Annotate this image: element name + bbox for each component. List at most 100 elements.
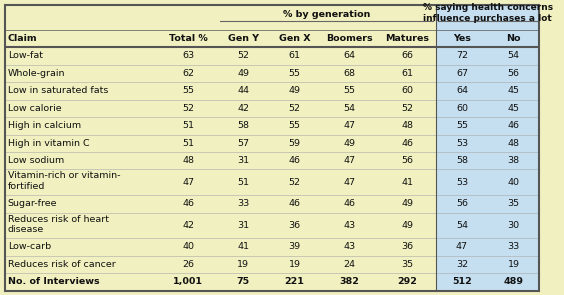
Text: Low calorie: Low calorie: [8, 104, 61, 113]
Text: 46: 46: [343, 199, 355, 208]
Text: 51: 51: [182, 121, 195, 130]
Text: 42: 42: [182, 221, 195, 230]
Text: No: No: [506, 34, 521, 43]
Text: Low in saturated fats: Low in saturated fats: [8, 86, 108, 95]
Text: % by generation: % by generation: [283, 10, 371, 19]
Text: Claim: Claim: [8, 34, 37, 43]
Text: 19: 19: [508, 260, 519, 269]
Text: Gen Y: Gen Y: [228, 34, 259, 43]
Text: 72: 72: [456, 51, 468, 60]
Text: 33: 33: [237, 199, 249, 208]
Text: Sugar-free: Sugar-free: [8, 199, 57, 208]
Text: Vitamin-rich or vitamin-
fortified: Vitamin-rich or vitamin- fortified: [8, 171, 120, 191]
Text: High in calcium: High in calcium: [8, 121, 81, 130]
Text: 68: 68: [343, 69, 355, 78]
Text: 46: 46: [508, 121, 519, 130]
Text: 49: 49: [289, 86, 301, 95]
Text: Yes: Yes: [453, 34, 471, 43]
Text: % saying health concerns
influence purchases a lot: % saying health concerns influence purch…: [422, 3, 553, 23]
Text: 46: 46: [289, 199, 301, 208]
Text: 55: 55: [289, 121, 301, 130]
Text: 52: 52: [289, 178, 301, 187]
Text: 48: 48: [401, 121, 413, 130]
Text: Whole-grain: Whole-grain: [8, 69, 65, 78]
Text: 54: 54: [343, 104, 355, 113]
Text: No. of Interviews: No. of Interviews: [8, 277, 99, 286]
Text: Reduces risk of cancer: Reduces risk of cancer: [8, 260, 116, 269]
Text: 38: 38: [508, 156, 519, 165]
Text: 75: 75: [236, 277, 250, 286]
Text: 36: 36: [289, 221, 301, 230]
Text: 48: 48: [182, 156, 195, 165]
Text: 35: 35: [401, 260, 413, 269]
Text: 55: 55: [343, 86, 355, 95]
Text: 48: 48: [508, 139, 519, 148]
Text: 49: 49: [237, 69, 249, 78]
Text: 47: 47: [343, 156, 355, 165]
Text: 56: 56: [456, 199, 468, 208]
Text: 54: 54: [456, 221, 468, 230]
Text: 43: 43: [343, 221, 355, 230]
Text: Reduces risk of heart
disease: Reduces risk of heart disease: [8, 214, 109, 234]
Text: 40: 40: [182, 242, 195, 251]
Text: 19: 19: [289, 260, 301, 269]
Text: 39: 39: [289, 242, 301, 251]
Text: Total %: Total %: [169, 34, 208, 43]
Text: 40: 40: [508, 178, 519, 187]
Text: 221: 221: [285, 277, 305, 286]
Text: 32: 32: [456, 260, 468, 269]
Text: 51: 51: [182, 139, 195, 148]
Bar: [6, 5, 436, 291]
Text: 46: 46: [401, 139, 413, 148]
Text: 31: 31: [237, 221, 249, 230]
Text: 53: 53: [456, 139, 468, 148]
Text: 1,001: 1,001: [173, 277, 204, 286]
Text: 489: 489: [504, 277, 523, 286]
Text: Low-fat: Low-fat: [8, 51, 43, 60]
Text: 61: 61: [401, 69, 413, 78]
Text: 47: 47: [343, 178, 355, 187]
Text: 55: 55: [456, 121, 468, 130]
Text: 49: 49: [343, 139, 355, 148]
Text: 30: 30: [508, 221, 519, 230]
Text: 52: 52: [401, 104, 413, 113]
Text: 52: 52: [182, 104, 195, 113]
Text: 58: 58: [237, 121, 249, 130]
Text: 67: 67: [456, 69, 468, 78]
Text: 56: 56: [401, 156, 413, 165]
Text: 19: 19: [237, 260, 249, 269]
Text: 45: 45: [508, 86, 519, 95]
Text: 63: 63: [182, 51, 195, 60]
Text: 55: 55: [182, 86, 195, 95]
Text: High in vitamin C: High in vitamin C: [8, 139, 89, 148]
Text: 57: 57: [237, 139, 249, 148]
Text: 46: 46: [289, 156, 301, 165]
Text: 60: 60: [456, 104, 468, 113]
Text: 59: 59: [289, 139, 301, 148]
Text: Low-carb: Low-carb: [8, 242, 51, 251]
Text: 47: 47: [343, 121, 355, 130]
Text: 42: 42: [237, 104, 249, 113]
Text: 33: 33: [508, 242, 519, 251]
Text: 382: 382: [340, 277, 359, 286]
Text: 66: 66: [401, 51, 413, 60]
Text: 35: 35: [508, 199, 519, 208]
Text: 54: 54: [508, 51, 519, 60]
Text: 41: 41: [237, 242, 249, 251]
Text: 52: 52: [289, 104, 301, 113]
Text: Boomers: Boomers: [326, 34, 373, 43]
Text: 55: 55: [289, 69, 301, 78]
Text: 47: 47: [456, 242, 468, 251]
Text: 56: 56: [508, 69, 519, 78]
Text: 45: 45: [508, 104, 519, 113]
Text: Gen X: Gen X: [279, 34, 310, 43]
Text: 46: 46: [182, 199, 195, 208]
Text: 47: 47: [182, 178, 195, 187]
Text: 64: 64: [456, 86, 468, 95]
Text: 58: 58: [456, 156, 468, 165]
Text: 43: 43: [343, 242, 355, 251]
Text: 51: 51: [237, 178, 249, 187]
Text: 52: 52: [237, 51, 249, 60]
Text: 61: 61: [289, 51, 301, 60]
Text: 292: 292: [397, 277, 417, 286]
